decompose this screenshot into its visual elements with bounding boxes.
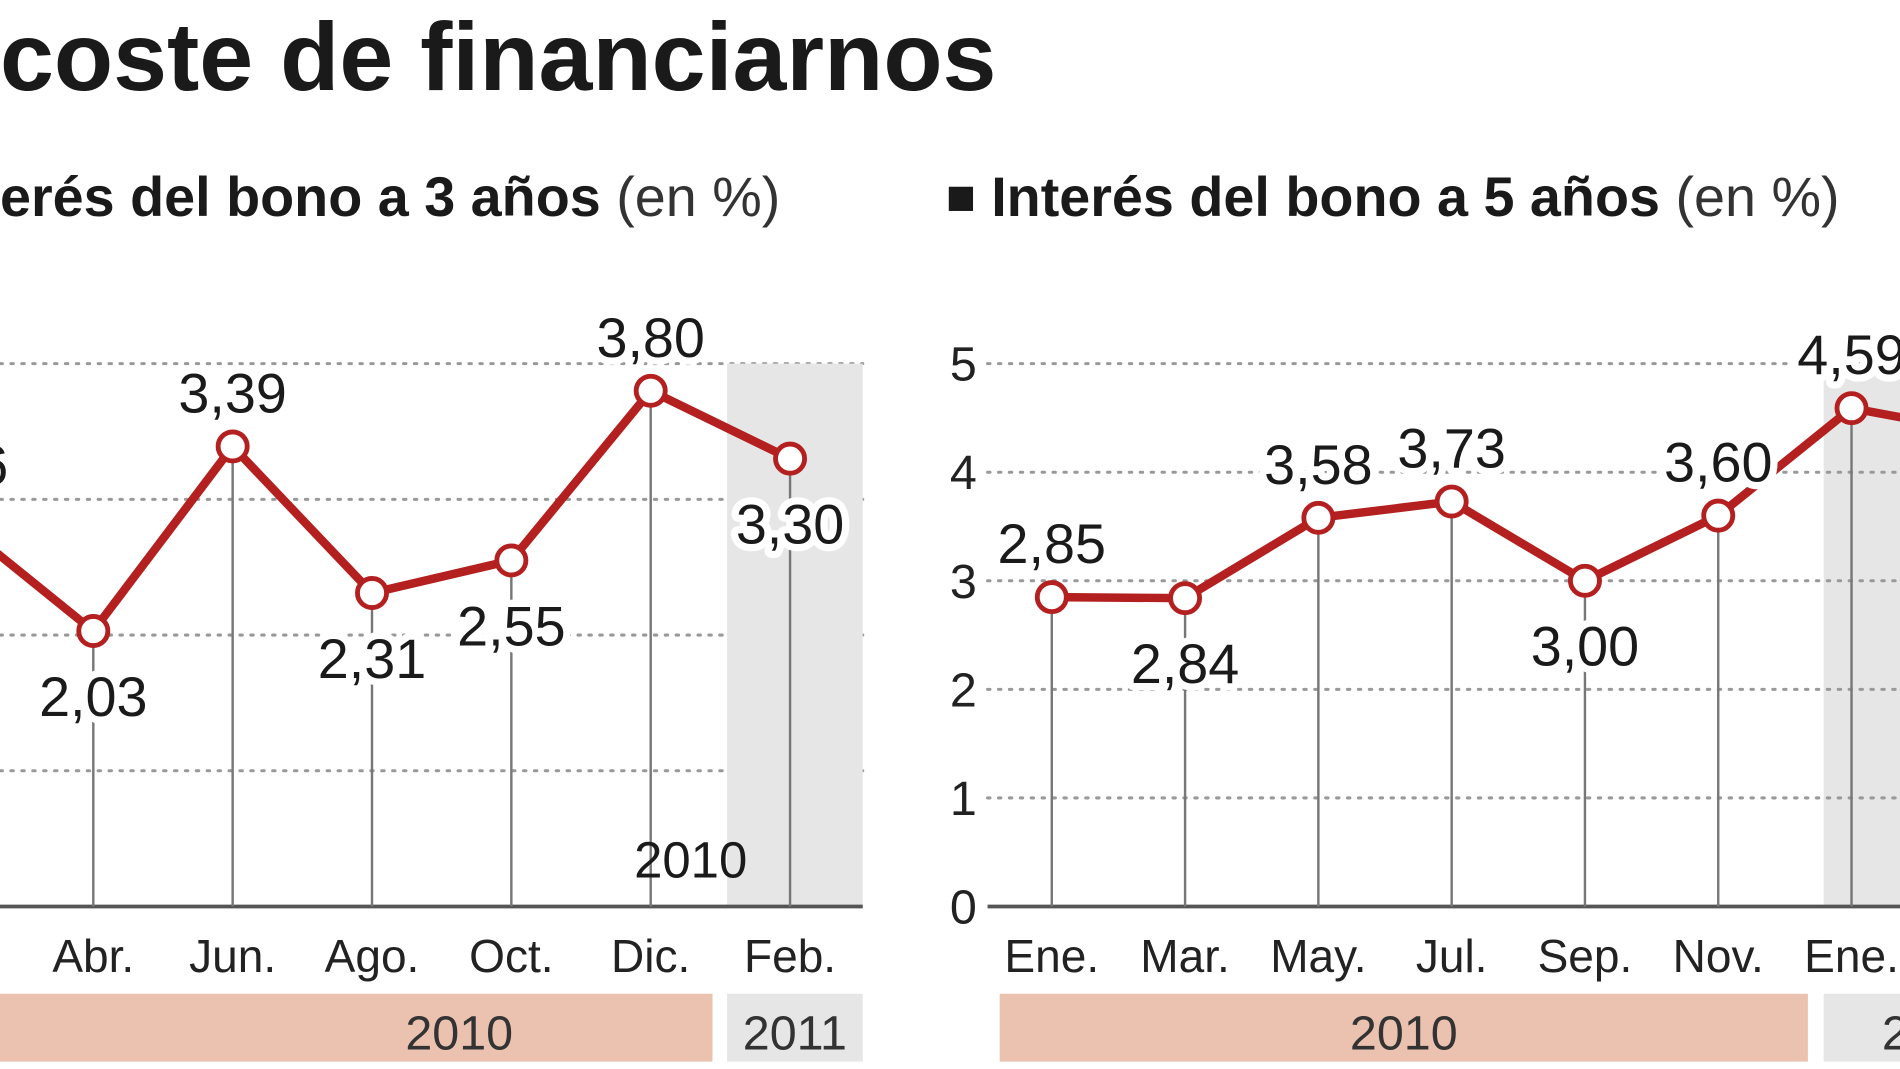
x-tick-label: Sep.: [1538, 930, 1633, 982]
year-band: [0, 993, 713, 1062]
point: [215, 429, 250, 464]
point: [1301, 500, 1336, 535]
point: [1168, 581, 1203, 616]
value-label: 2,86: [0, 434, 8, 496]
value-label: 2,31: [318, 628, 426, 690]
y-tick-label: 4: [950, 446, 977, 500]
point: [1434, 484, 1469, 519]
subtitle: erés del bono a 3 años (en %): [0, 166, 780, 228]
value-label: 3,60: [1664, 432, 1772, 494]
x-tick-label: Mar.: [1140, 930, 1230, 982]
x-tick-label: Nov.: [1673, 930, 1764, 982]
year-label: 2010: [1350, 1006, 1458, 1060]
year-label: 2011: [743, 1006, 847, 1060]
x-tick-label: Ene.: [1804, 930, 1899, 982]
x-tick-label: Jun.: [189, 930, 276, 982]
year-band: [727, 993, 863, 1062]
subtitle-unit: (en %): [616, 166, 780, 228]
left-grid: [0, 362, 865, 773]
value-label: 2,85: [998, 513, 1106, 575]
year-band: [1823, 993, 1900, 1062]
subtitle-unit: (en %): [1675, 166, 1839, 228]
x-tick-label: Dic.: [611, 930, 690, 982]
subtitle-text: erés del bono a 3 años: [0, 166, 601, 228]
subtitle: Interés del bono a 5 años (en %): [991, 166, 1839, 228]
point: [76, 614, 111, 648]
series-line: [1051, 403, 1900, 603]
x-tick-label: Ago.: [325, 930, 420, 982]
y-tick-label: 1: [950, 772, 977, 826]
value-label: 3,30: [736, 493, 844, 555]
y-tick-label: 2: [950, 663, 977, 717]
y-tick-label: 3: [950, 555, 977, 609]
value-label: 2,84: [1131, 633, 1239, 695]
value-label: 3,80: [596, 307, 704, 369]
chart-title: coste de financiarnos: [0, 2, 996, 111]
point: [1034, 580, 1069, 615]
year-label: 2011: [1882, 1006, 1900, 1060]
value-label: 3,39: [178, 363, 286, 425]
series-line: [0, 386, 792, 636]
legend-square: [948, 186, 974, 211]
point: [1567, 563, 1602, 598]
point: [1834, 391, 1869, 426]
x-tick-label: Feb.: [744, 930, 836, 982]
y-tick-label: 0: [950, 880, 977, 934]
y-tick-label: 5: [950, 338, 977, 392]
point: [355, 576, 389, 610]
year-band: [999, 993, 1808, 1062]
year-label: 2010: [405, 1006, 513, 1060]
annotation: 2010: [634, 831, 747, 888]
value-label: 2,55: [457, 595, 565, 657]
point: [494, 543, 529, 578]
value-label: 2,03: [39, 666, 147, 728]
x-tick-label: Ene.: [1004, 930, 1099, 982]
x-tick-label: May.: [1270, 930, 1366, 982]
x-tick-label: Jul.: [1416, 930, 1488, 982]
x-tick-label: Abr.: [52, 930, 134, 982]
point: [773, 441, 808, 476]
value-label: 4,59: [1797, 324, 1900, 386]
x-tick-label: Oct.: [469, 930, 553, 982]
period-shade: [1823, 363, 1900, 907]
subtitle-text: Interés del bono a 5 años: [991, 166, 1660, 228]
value-label: 3,58: [1264, 434, 1372, 496]
point: [1701, 498, 1736, 533]
point: [633, 373, 668, 408]
value-label: 3,73: [1397, 418, 1505, 480]
value-label: 3,00: [1531, 616, 1639, 678]
